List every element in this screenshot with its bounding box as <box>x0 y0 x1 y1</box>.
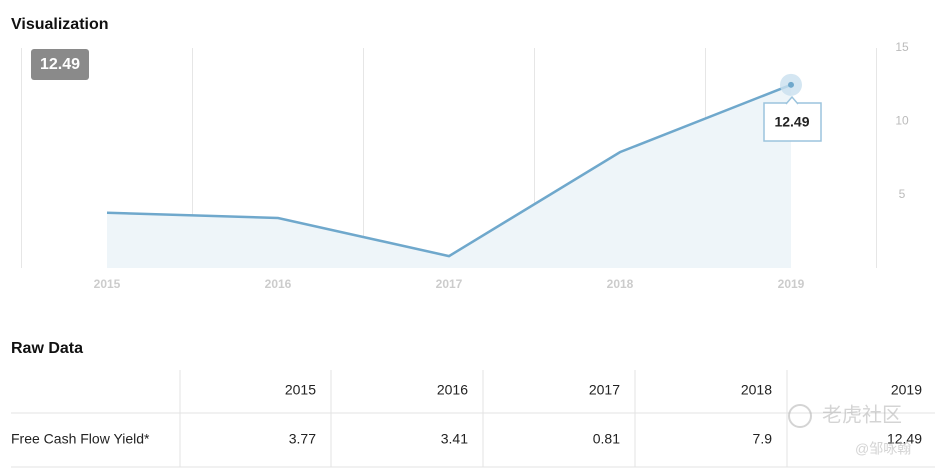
x-tick-label: 2015 <box>94 277 121 291</box>
watermark-icon <box>788 404 812 428</box>
x-tick-label: 2016 <box>265 277 292 291</box>
section-title: Visualization <box>11 16 109 33</box>
y-tick-label: 5 <box>899 187 906 201</box>
x-tick-label: 2018 <box>607 277 634 291</box>
table-cell: 7.9 <box>753 431 773 447</box>
watermark: 老虎社区 @邹咏翰 <box>788 403 911 457</box>
table-cell: 3.41 <box>441 431 468 447</box>
tooltip <box>763 102 822 142</box>
tooltip-pointer <box>785 95 799 105</box>
column-header: 2016 <box>437 382 468 398</box>
column-header: 2018 <box>741 382 772 398</box>
table-cell: 12.49 <box>887 431 922 447</box>
value-badge-label: 12.49 <box>40 56 80 73</box>
watermark-brand: 老虎社区 <box>822 403 902 426</box>
value-badge <box>31 49 89 80</box>
column-header: 2017 <box>589 382 620 398</box>
table-cell: 3.77 <box>289 431 316 447</box>
row-label: Free Cash Flow Yield* <box>11 431 150 447</box>
section-title: Raw Data <box>11 340 83 357</box>
area <box>107 84 791 269</box>
tooltip-label: 12.49 <box>774 114 809 130</box>
point <box>788 81 794 88</box>
column-header: 2015 <box>285 382 316 398</box>
column-header: 2019 <box>891 382 922 398</box>
watermark-author: @邹咏翰 <box>855 441 911 457</box>
x-tick-label: 2019 <box>778 277 805 291</box>
x-tick-label: 2017 <box>436 277 463 291</box>
line <box>106 83 792 258</box>
y-tick-label: 15 <box>895 40 909 54</box>
table-cell: 0.81 <box>593 431 620 447</box>
y-tick-label: 10 <box>895 114 909 128</box>
